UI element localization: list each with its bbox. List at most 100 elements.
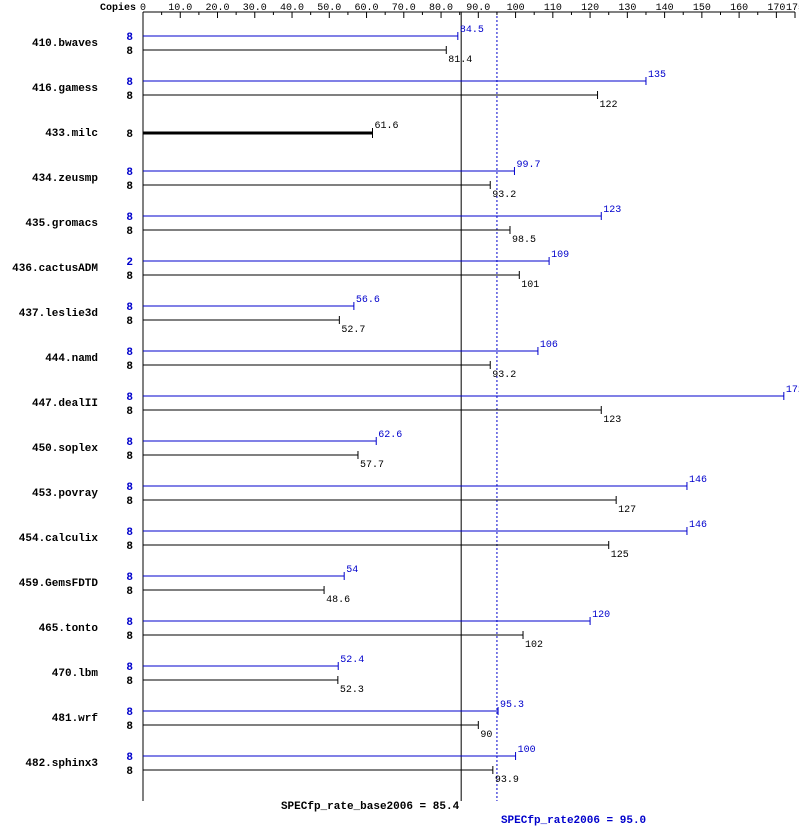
x-tick-label: 60.0 xyxy=(355,3,379,14)
x-tick-label: 140 xyxy=(656,3,674,14)
bar-value-label: 84.5 xyxy=(460,25,484,36)
x-tick-label: 110 xyxy=(544,3,562,14)
copies-value: 8 xyxy=(126,46,133,58)
copies-value: 8 xyxy=(126,752,133,764)
bar-value-label: 52.3 xyxy=(340,685,364,696)
copies-value: 8 xyxy=(126,129,133,141)
copies-value: 8 xyxy=(126,167,133,179)
bar-value-label: 122 xyxy=(600,100,618,111)
bar-value-label: 52.4 xyxy=(340,655,364,666)
x-tick-label: 120 xyxy=(581,3,599,14)
bar-value-label: 172 xyxy=(786,385,799,396)
copies-value: 8 xyxy=(126,406,133,418)
x-tick-label: 175 xyxy=(786,3,799,14)
x-tick-label: 170 xyxy=(767,3,785,14)
copies-value: 8 xyxy=(126,662,133,674)
bar-value-label: 61.6 xyxy=(375,121,399,132)
copies-value: 8 xyxy=(126,721,133,733)
bar-value-label: 93.9 xyxy=(495,775,519,786)
bar-value-label: 54 xyxy=(346,565,358,576)
x-tick-label: 50.0 xyxy=(317,3,341,14)
x-tick-label: 10.0 xyxy=(168,3,192,14)
bar-value-label: 106 xyxy=(540,340,558,351)
benchmark-label: 454.calculix xyxy=(19,533,99,545)
bar-value-label: 98.5 xyxy=(512,235,536,246)
copies-value: 8 xyxy=(126,482,133,494)
bar-value-label: 101 xyxy=(521,280,539,291)
x-tick-label: 30.0 xyxy=(243,3,267,14)
x-tick-label: 40.0 xyxy=(280,3,304,14)
x-tick-label: 130 xyxy=(618,3,636,14)
benchmark-label: 470.lbm xyxy=(52,668,99,680)
benchmark-label: 433.milc xyxy=(45,128,98,140)
copies-value: 8 xyxy=(126,77,133,89)
bar-value-label: 90 xyxy=(480,730,492,741)
copies-value: 8 xyxy=(126,437,133,449)
benchmark-label: 410.bwaves xyxy=(32,38,98,50)
benchmark-label: 459.GemsFDTD xyxy=(19,578,99,590)
bar-value-label: 146 xyxy=(689,520,707,531)
bar-value-label: 102 xyxy=(525,640,543,651)
bar-value-label: 120 xyxy=(592,610,610,621)
bar-value-label: 123 xyxy=(603,205,621,216)
bar-value-label: 93.2 xyxy=(492,370,516,381)
bar-value-label: 95.3 xyxy=(500,700,524,711)
benchmark-label: 481.wrf xyxy=(52,713,99,725)
copies-value: 8 xyxy=(126,451,133,463)
benchmark-label: 437.leslie3d xyxy=(19,308,98,320)
copies-value: 8 xyxy=(126,361,133,373)
copies-header: Copies xyxy=(100,2,136,14)
x-tick-label: 100 xyxy=(507,3,525,14)
benchmark-label: 434.zeusmp xyxy=(32,173,98,185)
bar-value-label: 100 xyxy=(518,745,536,756)
copies-value: 8 xyxy=(126,32,133,44)
copies-value: 8 xyxy=(126,617,133,629)
copies-value: 8 xyxy=(126,676,133,688)
x-tick-label: 90.0 xyxy=(466,3,490,14)
benchmark-label: 444.namd xyxy=(45,353,98,365)
copies-value: 8 xyxy=(126,181,133,193)
benchmark-label: 436.cactusADM xyxy=(12,263,98,275)
copies-value: 8 xyxy=(126,271,133,283)
bar-value-label: 135 xyxy=(648,70,666,81)
copies-value: 8 xyxy=(126,496,133,508)
bar-value-label: 62.6 xyxy=(378,430,402,441)
benchmark-label: 447.dealII xyxy=(32,398,98,410)
copies-value: 8 xyxy=(126,527,133,539)
x-tick-label: 150 xyxy=(693,3,711,14)
bar-value-label: 99.7 xyxy=(516,160,540,171)
copies-value: 2 xyxy=(126,257,133,269)
bar-value-label: 48.6 xyxy=(326,595,350,606)
copies-value: 8 xyxy=(126,766,133,778)
bar-value-label: 125 xyxy=(611,550,629,561)
bar-value-label: 81.4 xyxy=(448,55,472,66)
benchmark-label: 416.gamess xyxy=(32,83,98,95)
copies-value: 8 xyxy=(126,586,133,598)
copies-value: 8 xyxy=(126,347,133,359)
bar-value-label: 123 xyxy=(603,415,621,426)
copies-value: 8 xyxy=(126,392,133,404)
bar-value-label: 56.6 xyxy=(356,295,380,306)
copies-value: 8 xyxy=(126,302,133,314)
bar-value-label: 146 xyxy=(689,475,707,486)
benchmark-label: 465.tonto xyxy=(39,623,99,635)
x-tick-label: 70.0 xyxy=(392,3,416,14)
copies-value: 8 xyxy=(126,541,133,553)
benchmark-label: 482.sphinx3 xyxy=(25,758,98,770)
copies-value: 8 xyxy=(126,226,133,238)
bar-value-label: 127 xyxy=(618,505,636,516)
benchmark-label: 453.povray xyxy=(32,488,98,500)
bar-value-label: 52.7 xyxy=(341,325,365,336)
bar-value-label: 93.2 xyxy=(492,190,516,201)
copies-value: 8 xyxy=(126,707,133,719)
benchmark-label: 450.soplex xyxy=(32,443,98,455)
copies-value: 8 xyxy=(126,212,133,224)
copies-value: 8 xyxy=(126,631,133,643)
copies-value: 8 xyxy=(126,91,133,103)
x-tick-label: 20.0 xyxy=(206,3,230,14)
bar-value-label: 57.7 xyxy=(360,460,384,471)
benchmark-chart: 010.020.030.040.050.060.070.080.090.0100… xyxy=(0,0,799,831)
bar-value-label: 109 xyxy=(551,250,569,261)
x-tick-label: 160 xyxy=(730,3,748,14)
copies-value: 8 xyxy=(126,316,133,328)
